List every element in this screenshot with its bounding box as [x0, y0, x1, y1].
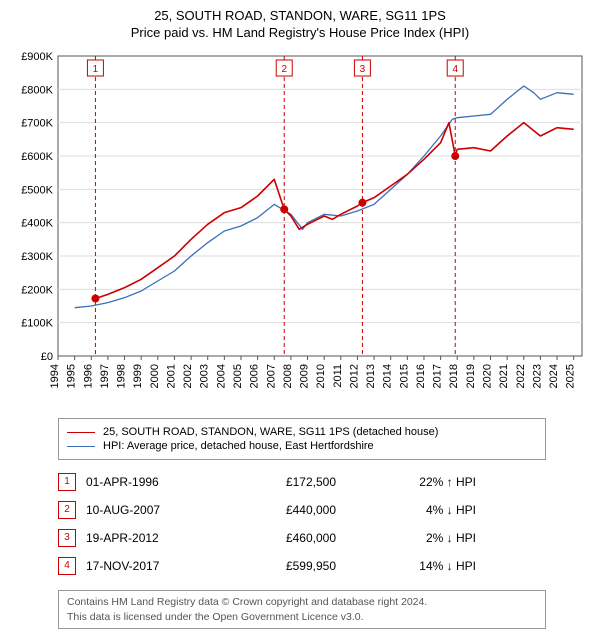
sale-marker: 3	[58, 529, 76, 547]
sale-marker: 4	[58, 557, 76, 575]
svg-text:2014: 2014	[382, 364, 394, 388]
sale-marker: 2	[58, 501, 76, 519]
sale-date: 01-APR-1996	[86, 475, 236, 489]
svg-text:2016: 2016	[415, 364, 427, 388]
legend-swatch	[67, 446, 95, 447]
svg-text:£300K: £300K	[21, 251, 53, 263]
legend-swatch	[67, 432, 95, 433]
footnote: Contains HM Land Registry data © Crown c…	[58, 590, 546, 629]
svg-text:2020: 2020	[482, 364, 494, 388]
sale-marker: 1	[58, 473, 76, 491]
svg-text:2012: 2012	[348, 364, 360, 388]
legend: 25, SOUTH ROAD, STANDON, WARE, SG11 1PS …	[58, 418, 546, 460]
svg-text:2010: 2010	[315, 364, 327, 388]
svg-text:2015: 2015	[398, 364, 410, 388]
svg-text:2: 2	[281, 64, 287, 75]
svg-text:2001: 2001	[165, 364, 177, 388]
svg-text:2018: 2018	[448, 364, 460, 388]
svg-text:1995: 1995	[66, 364, 78, 388]
sales-table: 1 01-APR-1996 £172,500 22% ↑ HPI 2 10-AUG-200…	[58, 468, 486, 580]
legend-label: HPI: Average price, detached house, East…	[103, 440, 374, 452]
svg-text:£500K: £500K	[21, 184, 53, 196]
svg-text:2004: 2004	[215, 364, 227, 388]
legend-row: HPI: Average price, detached house, East…	[67, 440, 537, 452]
svg-text:£0: £0	[41, 351, 53, 363]
svg-text:2023: 2023	[531, 364, 543, 388]
svg-text:2006: 2006	[249, 364, 261, 388]
table-row: 2 10-AUG-2007 £440,000 4% ↓ HPI	[58, 496, 486, 524]
svg-text:1996: 1996	[82, 364, 94, 388]
svg-text:2007: 2007	[265, 364, 277, 388]
svg-text:1994: 1994	[49, 364, 61, 388]
sale-relative: 22% ↑ HPI	[346, 475, 476, 489]
chart-svg: £0 £100K £200K £300K £400K £500K £600K £700K £80…	[10, 48, 590, 408]
svg-text:2019: 2019	[465, 364, 477, 388]
svg-text:2002: 2002	[182, 364, 194, 388]
svg-text:1: 1	[93, 64, 99, 75]
svg-text:1997: 1997	[99, 364, 111, 388]
svg-text:2000: 2000	[149, 364, 161, 388]
price-chart: £0 £100K £200K £300K £400K £500K £600K £700K £80…	[10, 48, 590, 408]
svg-text:2003: 2003	[199, 364, 211, 388]
svg-text:£900K: £900K	[21, 51, 53, 63]
svg-text:£400K: £400K	[21, 218, 53, 230]
svg-text:£800K: £800K	[21, 84, 53, 96]
svg-text:2024: 2024	[548, 364, 560, 388]
legend-label: 25, SOUTH ROAD, STANDON, WARE, SG11 1PS …	[103, 426, 438, 438]
svg-text:2011: 2011	[332, 364, 344, 388]
svg-text:2008: 2008	[282, 364, 294, 388]
sale-date: 17-NOV-2017	[86, 559, 236, 573]
svg-text:£600K: £600K	[21, 151, 53, 163]
sale-date: 19-APR-2012	[86, 531, 236, 545]
sale-price: £460,000	[246, 531, 336, 545]
svg-text:2025: 2025	[565, 364, 577, 388]
sale-relative: 14% ↓ HPI	[346, 559, 476, 573]
svg-text:£200K: £200K	[21, 284, 53, 296]
svg-text:1999: 1999	[132, 364, 144, 388]
svg-text:2005: 2005	[232, 364, 244, 388]
svg-text:£100K: £100K	[21, 318, 53, 330]
table-row: 3 19-APR-2012 £460,000 2% ↓ HPI	[58, 524, 486, 552]
legend-row: 25, SOUTH ROAD, STANDON, WARE, SG11 1PS …	[67, 426, 537, 438]
svg-text:3: 3	[360, 64, 366, 75]
svg-text:2021: 2021	[498, 364, 510, 388]
svg-text:£700K: £700K	[21, 118, 53, 130]
page-title: 25, SOUTH ROAD, STANDON, WARE, SG11 1PS	[10, 8, 590, 23]
svg-text:2017: 2017	[432, 364, 444, 388]
sale-relative: 4% ↓ HPI	[346, 503, 476, 517]
sale-relative: 2% ↓ HPI	[346, 531, 476, 545]
table-row: 4 17-NOV-2017 £599,950 14% ↓ HPI	[58, 552, 486, 580]
svg-text:2022: 2022	[515, 364, 527, 388]
svg-text:1998: 1998	[116, 364, 128, 388]
footnote-line: Contains HM Land Registry data © Crown c…	[67, 595, 537, 610]
svg-text:4: 4	[452, 64, 458, 75]
svg-text:2013: 2013	[365, 364, 377, 388]
sale-price: £172,500	[246, 475, 336, 489]
table-row: 1 01-APR-1996 £172,500 22% ↑ HPI	[58, 468, 486, 496]
svg-text:2009: 2009	[299, 364, 311, 388]
footnote-line: This data is licensed under the Open Gov…	[67, 610, 537, 625]
page-subtitle: Price paid vs. HM Land Registry's House …	[10, 25, 590, 40]
sale-price: £440,000	[246, 503, 336, 517]
sale-price: £599,950	[246, 559, 336, 573]
sale-date: 10-AUG-2007	[86, 503, 236, 517]
